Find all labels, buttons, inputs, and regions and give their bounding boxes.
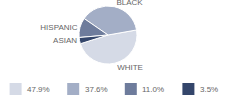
svg-text:ASIAN: ASIAN — [53, 36, 77, 45]
svg-text:37.6%: 37.6% — [85, 85, 108, 94]
svg-text:BLACK: BLACK — [116, 0, 143, 7]
svg-text:HISPANIC: HISPANIC — [40, 23, 77, 32]
svg-text:11.0%: 11.0% — [142, 85, 164, 94]
svg-text:WHITE: WHITE — [117, 63, 143, 72]
svg-text:47.9%: 47.9% — [27, 85, 50, 94]
svg-text:3.5%: 3.5% — [200, 85, 218, 94]
